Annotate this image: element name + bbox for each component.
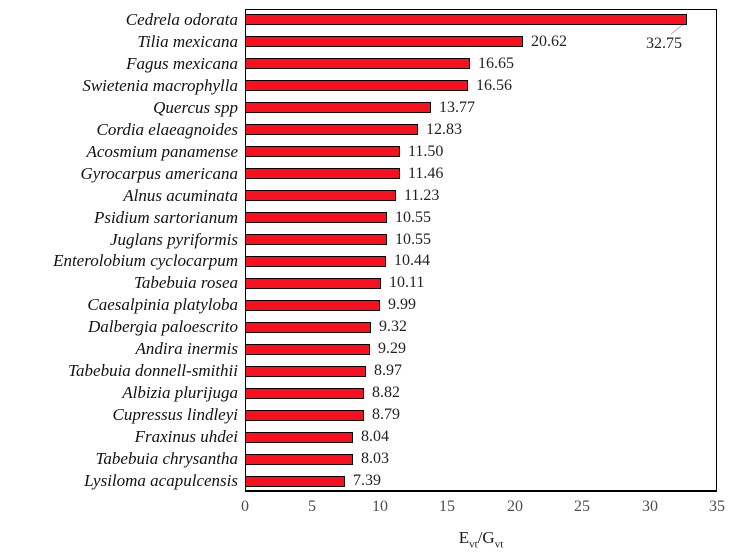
value-label: 7.39 xyxy=(353,472,381,489)
species-label: Acosmium panamense xyxy=(86,142,238,161)
value-label: 8.97 xyxy=(374,362,402,379)
x-axis-label: Evt/Gvt xyxy=(245,528,717,554)
species-label: Dalbergia paloescrito xyxy=(88,317,238,336)
x-tick-label: 10 xyxy=(372,498,388,515)
bar xyxy=(245,432,353,443)
value-label: 20.62 xyxy=(531,33,567,50)
value-label: 10.44 xyxy=(394,252,430,269)
bar xyxy=(245,256,386,267)
value-label: 10.55 xyxy=(395,231,431,248)
species-label: Psidium sartorianum xyxy=(93,208,238,227)
x-tick-label: 20 xyxy=(507,498,523,515)
value-label: 16.56 xyxy=(476,77,512,94)
bar xyxy=(245,410,364,421)
bar xyxy=(245,322,371,333)
x-tick-label: 25 xyxy=(574,498,590,515)
value-label: 12.83 xyxy=(426,121,462,138)
x-tick-label: 30 xyxy=(642,498,658,515)
value-label: 8.79 xyxy=(372,406,400,423)
species-label: Andira inermis xyxy=(135,339,238,358)
x-tick-label: 15 xyxy=(439,498,455,515)
value-label: 13.77 xyxy=(439,99,475,116)
species-label: Tabebuia rosea xyxy=(133,273,238,292)
bar xyxy=(245,124,418,135)
bar xyxy=(245,476,345,487)
value-label: 11.23 xyxy=(404,187,440,204)
bar xyxy=(245,366,366,377)
bar xyxy=(245,278,381,289)
value-label: 32.75 xyxy=(646,35,682,52)
x-tick-label: 35 xyxy=(709,498,725,515)
bar xyxy=(245,146,400,157)
species-label: Cedrela odorata xyxy=(125,10,238,29)
x-axis-label-subscript: vt xyxy=(469,538,478,551)
bar xyxy=(245,234,387,245)
species-label: Tabebuia chrysantha xyxy=(95,449,238,468)
bar xyxy=(245,344,370,355)
species-label: Juglans pyriformis xyxy=(110,230,238,249)
value-label: 9.32 xyxy=(379,318,407,335)
bar xyxy=(245,454,353,465)
species-label: Caesalpinia platyloba xyxy=(87,295,238,314)
value-label: 8.82 xyxy=(372,384,400,401)
bar xyxy=(245,212,387,223)
value-label: 16.65 xyxy=(478,55,514,72)
bar xyxy=(245,58,470,69)
value-label: 8.03 xyxy=(361,450,389,467)
bar xyxy=(245,14,687,25)
bar xyxy=(245,388,364,399)
species-label: Albizia plurijuga xyxy=(122,383,238,402)
x-tick-label: 0 xyxy=(241,498,249,515)
species-label: Alnus acuminata xyxy=(123,186,238,205)
species-label: Swietenia macrophylla xyxy=(82,76,238,95)
species-label: Fraxinus uhdei xyxy=(134,427,238,446)
value-label: 9.29 xyxy=(378,340,406,357)
bar xyxy=(245,190,396,201)
species-label: Cordia elaeagnoides xyxy=(96,120,239,139)
species-label: Fagus mexicana xyxy=(126,54,238,73)
x-axis-label-part: E xyxy=(458,528,470,547)
x-axis-label-subscript: vt xyxy=(494,538,504,551)
x-tick-label: 5 xyxy=(308,498,316,515)
species-label: Tabebuia donnell-smithii xyxy=(68,361,238,380)
value-label: 10.11 xyxy=(389,274,425,291)
bar xyxy=(245,300,380,311)
value-label: 11.46 xyxy=(408,165,444,182)
species-label: Gyrocarpus americana xyxy=(80,164,238,183)
bar xyxy=(245,102,431,113)
species-label: Cupressus lindleyi xyxy=(112,405,238,424)
species-label: Tilia mexicana xyxy=(137,32,238,51)
x-axis-label-part: /G xyxy=(477,528,495,547)
value-label: 9.99 xyxy=(388,296,416,313)
species-label: Quercus spp xyxy=(153,98,238,117)
bar xyxy=(245,36,523,47)
value-label: 11.50 xyxy=(408,143,444,160)
value-label: 8.04 xyxy=(361,428,389,445)
bar xyxy=(245,80,468,91)
species-label: Enterolobium cyclocarpum xyxy=(53,251,238,270)
bar xyxy=(245,168,400,179)
species-label: Lysiloma acapulcensis xyxy=(84,471,238,490)
value-label: 10.55 xyxy=(395,209,431,226)
